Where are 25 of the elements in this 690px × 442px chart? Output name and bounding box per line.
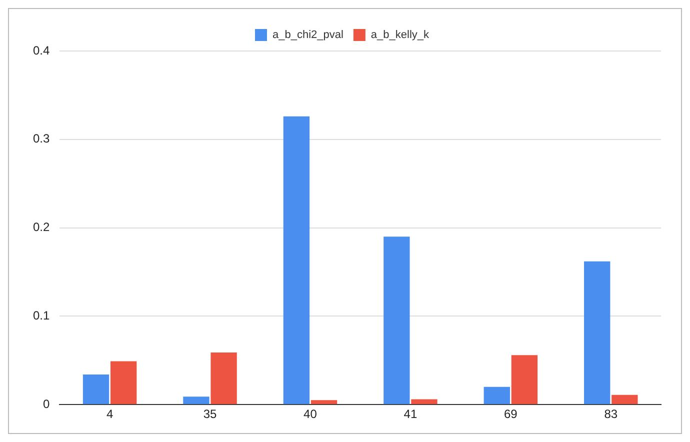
- legend-label: a_b_chi2_pval: [272, 29, 344, 42]
- x-tick-label: 40: [304, 407, 318, 422]
- y-tick-label: 0.4: [32, 43, 50, 58]
- bar: [384, 236, 410, 404]
- bar: [183, 396, 210, 404]
- bar: [511, 355, 538, 404]
- legend-label: a_b_kelly_k: [370, 29, 430, 42]
- bar: [283, 116, 310, 404]
- bar: [310, 400, 338, 404]
- bar: [484, 386, 510, 404]
- bar: [82, 374, 110, 404]
- x-tick-label: 4: [106, 407, 114, 422]
- x-tick-label: 83: [604, 407, 618, 422]
- x-tick-label: 35: [203, 407, 218, 422]
- y-tick-label: 0.3: [32, 132, 50, 146]
- bar: [210, 352, 237, 404]
- bar: [612, 394, 638, 404]
- y-tick-label: 0.1: [32, 308, 50, 323]
- bar: [110, 361, 137, 404]
- bar: [584, 261, 610, 404]
- bar: [411, 399, 438, 404]
- x-tick-label: 69: [504, 407, 518, 422]
- y-tick-label: 0.2: [32, 220, 50, 234]
- x-tick-label: 41: [404, 407, 418, 422]
- y-tick-label: 0: [42, 396, 50, 411]
